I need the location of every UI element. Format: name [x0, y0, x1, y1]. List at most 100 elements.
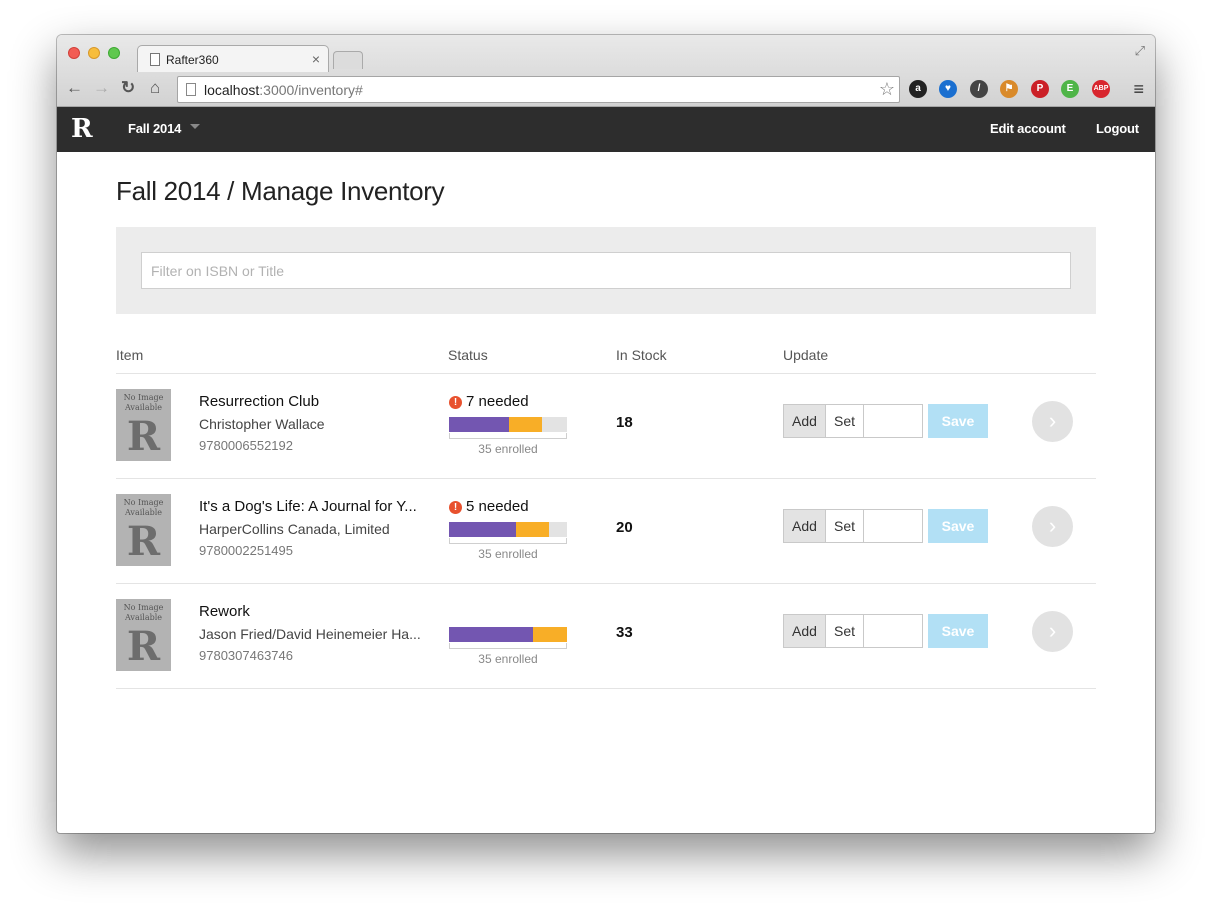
rafter-logo[interactable]: R — [71, 114, 93, 144]
enrollment-bar — [449, 417, 567, 432]
shield-heart-icon[interactable]: ♥ — [939, 80, 957, 98]
enrolled-segment — [449, 522, 516, 537]
needed-segment — [533, 627, 567, 642]
edit-account-link[interactable]: Edit account — [990, 121, 1066, 136]
item-isbn: 9780006552192 — [199, 438, 293, 453]
enrolled-count: 35 enrolled — [478, 547, 538, 561]
table-row: No Image Available R Resurrection Club Chri… — [116, 374, 1096, 479]
no-image-text: No Image Available — [123, 603, 164, 622]
column-header-status: Status — [448, 347, 488, 363]
evernote-icon[interactable]: E — [1061, 80, 1079, 98]
fullscreen-icon[interactable]: ⤢ — [1134, 43, 1145, 58]
item-author: Christopher Wallace — [199, 416, 325, 432]
tab-title: Rafter360 — [166, 53, 219, 67]
save-button[interactable]: Save — [928, 614, 988, 648]
browser-window: Rafter360 × ⤢ ← → ↻ ⌂ localhost:3000/inv… — [57, 35, 1155, 833]
set-button[interactable]: Set — [825, 614, 864, 648]
chevron-right-icon[interactable]: › — [1032, 611, 1073, 652]
add-button[interactable]: Add — [783, 614, 826, 648]
adblock-plus-icon[interactable]: ABP — [1092, 80, 1110, 98]
enrollment-bar — [449, 522, 567, 537]
address-url[interactable]: localhost:3000/inventory# — [204, 82, 363, 98]
in-stock-count: 18 — [616, 414, 633, 431]
term-selector[interactable]: Fall 2014 — [128, 121, 182, 136]
address-bar[interactable]: localhost:3000/inventory# ☆ — [177, 76, 900, 103]
set-button[interactable]: Set — [825, 404, 864, 438]
placeholder-logo-icon: R — [126, 518, 161, 565]
chevron-right-icon[interactable]: › — [1032, 506, 1073, 547]
home-icon[interactable]: ⌂ — [150, 78, 161, 97]
in-stock-count: 20 — [616, 519, 633, 536]
item-author: Jason Fried/David Heinemeier Ha... — [199, 626, 421, 642]
quantity-input[interactable] — [863, 509, 923, 543]
enrollment-bar — [449, 627, 567, 642]
column-header-item: Item — [116, 347, 144, 363]
needed-segment — [516, 522, 549, 537]
enrollment-bracket — [449, 538, 567, 544]
enrolled-count: 35 enrolled — [478, 442, 538, 456]
eyedropper-icon[interactable]: / — [970, 80, 988, 98]
browser-tab[interactable]: Rafter360 × — [137, 45, 329, 72]
save-button[interactable]: Save — [928, 509, 988, 543]
minimize-window-button[interactable] — [88, 47, 100, 59]
placeholder-logo-icon: R — [126, 413, 161, 460]
browser-menu-icon[interactable]: ≡ — [1133, 79, 1144, 99]
filter-input[interactable] — [141, 252, 1071, 289]
alert-icon: ! — [449, 396, 462, 409]
item-isbn: 9780002251495 — [199, 543, 293, 558]
enrolled-segment — [449, 627, 533, 642]
item-title[interactable]: Rework — [199, 603, 250, 620]
pinterest-icon[interactable]: P — [1031, 80, 1049, 98]
needed-count: 7 needed — [466, 393, 529, 410]
column-header-in-stock: In Stock — [616, 347, 667, 363]
page-icon — [150, 53, 160, 66]
logout-link[interactable]: Logout — [1096, 121, 1139, 136]
enrolled-segment — [449, 417, 509, 432]
page-title: Fall 2014 / Manage Inventory — [116, 176, 445, 206]
no-image-thumbnail: No Image Available R — [116, 494, 171, 566]
save-button[interactable]: Save — [928, 404, 988, 438]
placeholder-logo-icon: R — [126, 623, 161, 670]
table-row: No Image Available R Rework Jason Fried/Dav… — [116, 584, 1096, 689]
app-navbar: R Fall 2014 Edit account Logout — [57, 107, 1155, 152]
quantity-input[interactable] — [863, 404, 923, 438]
item-isbn: 9780307463746 — [199, 648, 293, 663]
add-button[interactable]: Add — [783, 404, 826, 438]
no-image-text: No Image Available — [123, 498, 164, 517]
column-header-update: Update — [783, 347, 829, 363]
forward-arrow-icon[interactable]: → — [93, 78, 110, 97]
in-stock-count: 33 — [616, 624, 633, 641]
back-arrow-icon[interactable]: ← — [66, 78, 83, 97]
item-title[interactable]: It's a Dog's Life: A Journal for Y... — [199, 498, 417, 515]
needed-segment — [509, 417, 542, 432]
bookmark-flag-icon[interactable]: ⚑ — [1000, 80, 1018, 98]
needed-count: 5 needed — [466, 498, 529, 515]
zoom-window-button[interactable] — [108, 47, 120, 59]
set-button[interactable]: Set — [825, 509, 864, 543]
no-image-thumbnail: No Image Available R — [116, 389, 171, 461]
reload-icon[interactable]: ↻ — [121, 78, 136, 97]
needed-status: ! 7 needed — [449, 393, 529, 410]
page-icon — [186, 83, 196, 96]
url-path: :3000/inventory# — [259, 82, 363, 98]
item-author: HarperCollins Canada, Limited — [199, 521, 390, 537]
bookmark-star-icon[interactable]: ☆ — [878, 79, 895, 99]
item-title[interactable]: Resurrection Club — [199, 393, 320, 410]
browser-chrome: Rafter360 × ⤢ ← → ↻ ⌂ localhost:3000/inv… — [57, 35, 1155, 107]
table-row: No Image Available R It's a Dog's Life: A … — [116, 479, 1096, 584]
alert-icon: ! — [449, 501, 462, 514]
close-window-button[interactable] — [68, 47, 80, 59]
new-tab-button[interactable] — [333, 51, 363, 69]
add-button[interactable]: Add — [783, 509, 826, 543]
tab-close-icon[interactable]: × — [311, 51, 320, 67]
enrollment-bracket — [449, 433, 567, 439]
amazon-icon[interactable]: a — [909, 80, 927, 98]
no-image-thumbnail: No Image Available R — [116, 599, 171, 671]
needed-status: ! 5 needed — [449, 498, 529, 515]
no-image-text: No Image Available — [123, 393, 164, 412]
quantity-input[interactable] — [863, 614, 923, 648]
url-host: localhost — [204, 82, 260, 98]
header-divider — [116, 373, 1096, 374]
chevron-down-icon[interactable] — [190, 124, 200, 129]
chevron-right-icon[interactable]: › — [1032, 401, 1073, 442]
